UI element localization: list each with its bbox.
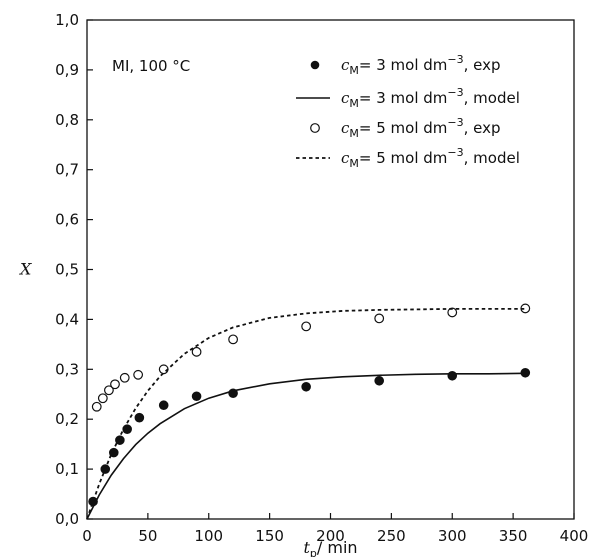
y-axis-label: X [18,260,32,279]
data-point [104,385,114,396]
x-tick-label: 200 [316,527,345,545]
data-point [91,401,102,412]
data-point [110,379,120,390]
legend-item: cM= 3 mol dm−3, exp [310,53,501,77]
data-point [301,381,311,392]
series-1 [88,367,531,507]
x-tick-label: 400 [560,527,589,545]
y-tick-label: 0,8 [55,111,79,129]
series-2 [86,372,526,520]
legend-label: cM= 5 mol dm−3, exp [341,116,501,140]
legend: cM= 3 mol dm−3, exp cM= 3 mol dm−3, model… [296,53,520,170]
data-point [158,400,169,411]
y-tick-label: 1,0 [55,11,79,29]
x-tick-label: 250 [377,527,406,545]
y-tick-label: 0,4 [55,310,79,328]
series-3 [91,303,531,412]
data-point [133,369,144,380]
y-tick-label: 0,1 [55,460,79,478]
annotation: MI, 100 °C [112,57,190,75]
y-tick-label: 0,7 [55,161,79,179]
legend-item: cM= 3 mol dm−3, model [296,86,520,110]
series-layer [86,303,531,520]
y-tick-label: 0,9 [55,61,79,79]
x-tick-label: 350 [499,527,528,545]
y-tick-label: 0,5 [55,261,79,279]
data-point [191,391,202,402]
y-tick-label: 0,2 [55,410,79,428]
ticks: 0 50 100 150 200 250 300 350 400 0,0 0,1 0,2 0,3 0,4 0… [55,11,588,545]
y-tick-label: 0,0 [55,510,79,528]
legend-label: cM= 3 mol dm−3, model [341,86,520,110]
x-tick-label: 300 [438,527,467,545]
series-line [86,307,526,520]
y-tick-label: 0,6 [55,211,79,229]
data-point [122,424,132,434]
series-4 [86,307,526,520]
legend-item: cM= 5 mol dm−3, exp [310,116,501,140]
data-point [115,435,125,445]
x-tick-label: 100 [194,527,223,545]
x-tick-label: 0 [82,527,92,545]
data-point [97,393,108,404]
legend-label: cM= 5 mol dm−3, model [341,146,520,170]
x-axis-label: tp/ min [303,538,357,557]
data-point [447,370,458,381]
x-tick-label: 150 [255,527,284,545]
data-point [134,412,145,423]
legend-item: cM= 5 mol dm−3, model [296,146,520,170]
legend-marker-open [310,123,320,133]
legend-marker-filled [310,60,320,70]
series-line [86,372,526,520]
data-point [119,372,130,383]
y-tick-label: 0,3 [55,360,79,378]
data-point [301,321,312,332]
data-point [108,447,119,458]
data-point [374,313,385,324]
data-point [191,346,202,357]
data-point [228,334,239,345]
x-tick-label: 50 [138,527,157,545]
data-point [374,375,385,386]
legend-label: cM= 3 mol dm−3, exp [341,53,501,77]
